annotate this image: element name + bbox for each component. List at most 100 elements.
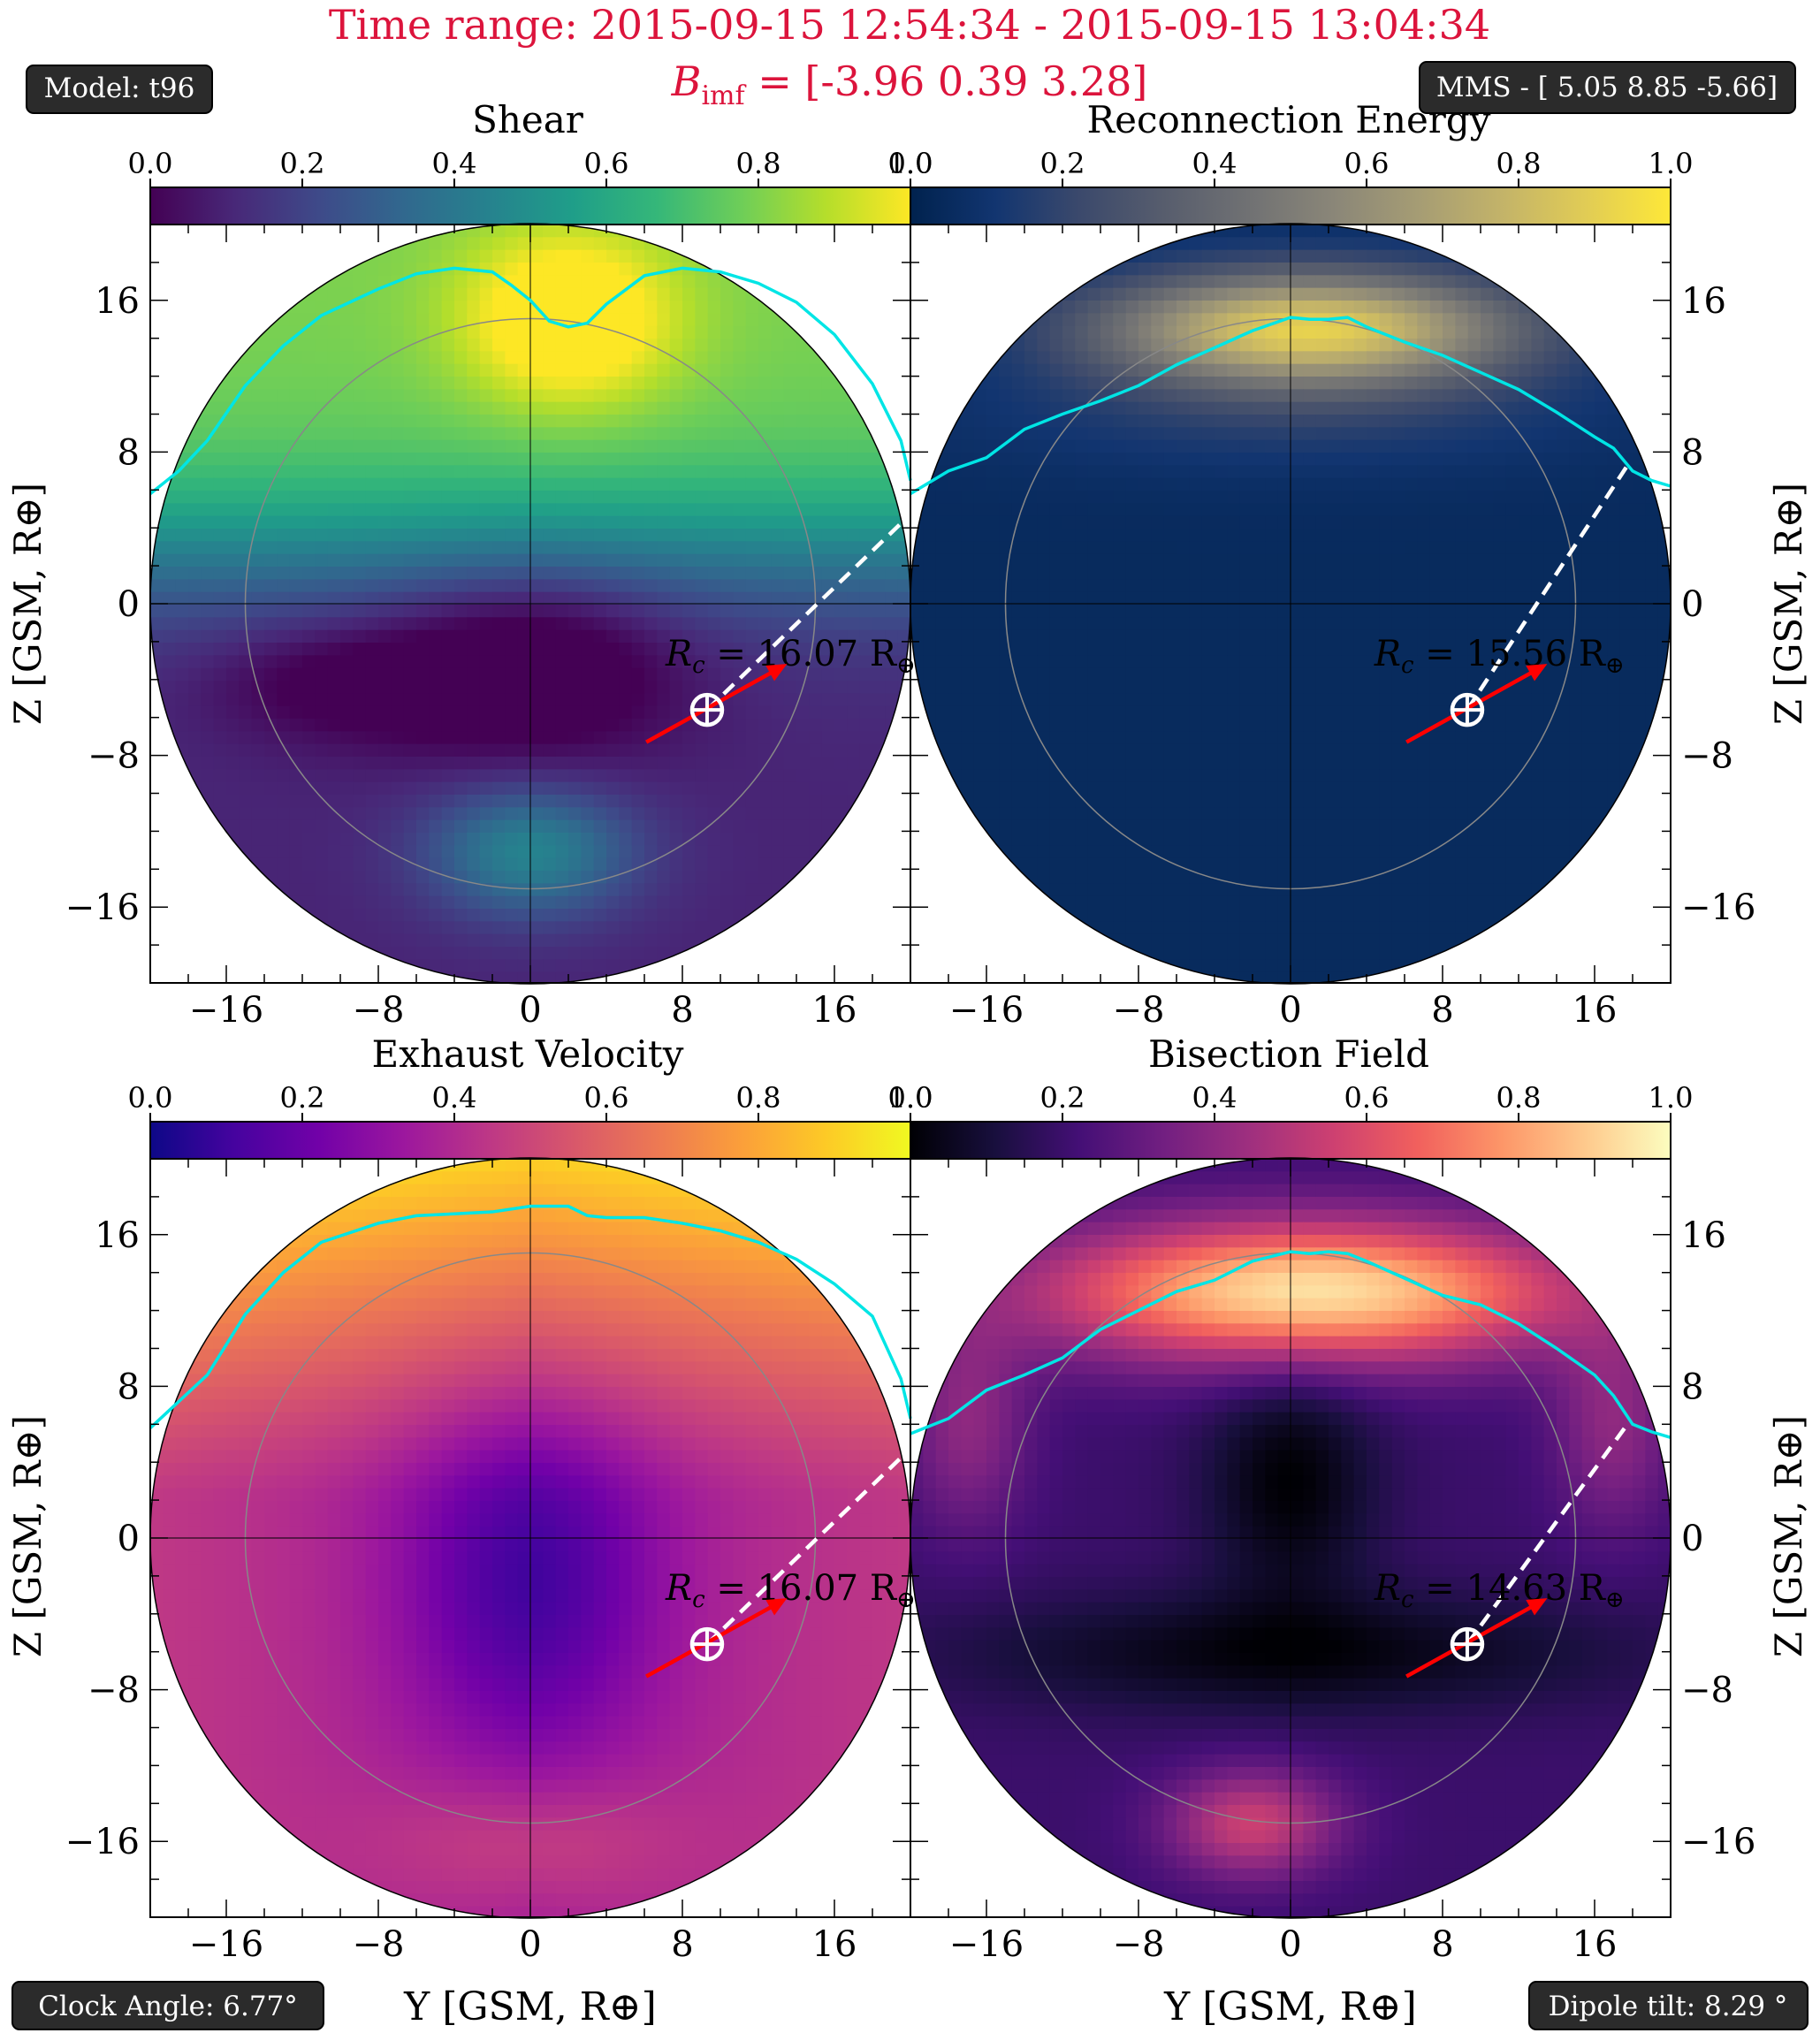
heatmap-cell	[733, 933, 747, 948]
heatmap-cell	[720, 477, 734, 491]
heatmap-cell	[619, 705, 633, 720]
heatmap-cell	[1531, 427, 1545, 441]
heatmap-cell	[897, 921, 910, 935]
heatmap-cell	[1037, 477, 1051, 491]
heatmap-cell	[239, 439, 253, 453]
heatmap-cell	[391, 491, 405, 504]
heatmap-cell	[999, 275, 1013, 289]
heatmap-cell	[809, 629, 823, 643]
heatmap-cell	[644, 819, 658, 834]
heatmap-cell	[1125, 225, 1139, 238]
heatmap-cell	[239, 567, 253, 580]
heatmap-cell	[758, 743, 772, 758]
heatmap-cell	[720, 617, 734, 631]
heatmap-cell	[441, 553, 455, 567]
heatmap-cell	[859, 541, 873, 555]
heatmap-cell	[327, 871, 341, 884]
heatmap-cell	[530, 795, 544, 808]
heatmap-cell	[353, 807, 367, 821]
heatmap-cell	[251, 249, 265, 263]
heatmap-cell	[277, 401, 291, 415]
heatmap-cell	[859, 667, 873, 681]
heatmap-cell	[1291, 377, 1304, 390]
heatmap-cell	[213, 605, 227, 618]
heatmap-cell	[1037, 325, 1051, 339]
heatmap-cell	[821, 819, 835, 834]
heatmap-cell	[897, 389, 910, 403]
heatmap-cell	[213, 465, 227, 479]
heatmap-cell	[581, 363, 595, 377]
heatmap-cell	[251, 339, 265, 352]
heatmap-cell	[644, 795, 658, 808]
heatmap-cell	[530, 439, 544, 453]
heatmap-cell	[606, 959, 620, 973]
heatmap-cell	[492, 591, 506, 605]
heatmap-cell	[809, 427, 823, 441]
heatmap-cell	[213, 351, 227, 365]
heatmap-cell	[315, 427, 329, 441]
heatmap-cell	[1367, 313, 1380, 327]
heatmap-cell	[264, 401, 278, 415]
heatmap-cell	[581, 883, 595, 897]
heatmap-cell	[593, 617, 607, 631]
heatmap-cell	[568, 731, 582, 745]
heatmap-cell	[644, 287, 658, 301]
heatmap-cell	[416, 959, 430, 973]
heatmap-cell	[391, 591, 405, 605]
heatmap-cell	[251, 883, 265, 897]
heatmap-cell	[1113, 453, 1127, 466]
heatmap-cell	[277, 667, 291, 681]
heatmap-cell	[999, 301, 1013, 314]
heatmap-cell	[505, 427, 519, 441]
heatmap-cell	[251, 465, 265, 479]
heatmap-cell	[644, 579, 658, 593]
heatmap-cell	[264, 781, 278, 796]
heatmap-cell	[517, 377, 531, 390]
heatmap-cell	[568, 819, 582, 834]
heatmap-cell	[720, 401, 734, 415]
heatmap-cell	[239, 401, 253, 415]
heatmap-cell	[1633, 237, 1646, 251]
heatmap-cell	[163, 655, 177, 669]
heatmap-cell	[1011, 313, 1025, 327]
heatmap-cell	[201, 643, 215, 656]
heatmap-cell	[669, 693, 683, 707]
heatmap-cell	[239, 553, 253, 567]
heatmap-cell	[910, 401, 924, 415]
heatmap-cell	[682, 871, 696, 884]
heatmap-cell	[441, 389, 455, 403]
heatmap-cell	[327, 339, 341, 352]
heatmap-cell	[429, 249, 443, 263]
heatmap-cell	[872, 591, 886, 605]
heatmap-cell	[226, 275, 240, 289]
colorbar-tick-label: 1.0	[1649, 147, 1694, 180]
heatmap-cell	[517, 263, 531, 276]
heatmap-cell	[505, 655, 519, 669]
heatmap-cell	[365, 339, 379, 352]
heatmap-cell	[1569, 389, 1583, 403]
heatmap-cell	[277, 959, 291, 973]
heatmap-cell	[175, 313, 189, 327]
heatmap-cell	[226, 895, 240, 910]
heatmap-cell	[378, 719, 392, 732]
heatmap-cell	[1087, 249, 1101, 263]
heatmap-cell	[365, 579, 379, 593]
heatmap-cell	[505, 465, 519, 479]
heatmap-cell	[530, 643, 544, 656]
heatmap-cell	[885, 605, 899, 618]
heatmap-cell	[581, 377, 595, 390]
heatmap-cell	[1645, 427, 1659, 441]
heatmap-cell	[872, 921, 886, 935]
heatmap-cell	[340, 807, 354, 821]
heatmap-cell	[581, 705, 595, 720]
heatmap-cell	[834, 287, 848, 301]
heatmap-cell	[353, 617, 367, 631]
heatmap-cell	[277, 617, 291, 631]
heatmap-cell	[226, 845, 240, 859]
heatmap-cell	[429, 705, 443, 720]
heatmap-cell	[568, 959, 582, 973]
heatmap-cell	[581, 477, 595, 491]
heatmap-cell	[720, 339, 734, 352]
heatmap-cell	[416, 845, 430, 859]
heatmap-cell	[1391, 313, 1405, 327]
